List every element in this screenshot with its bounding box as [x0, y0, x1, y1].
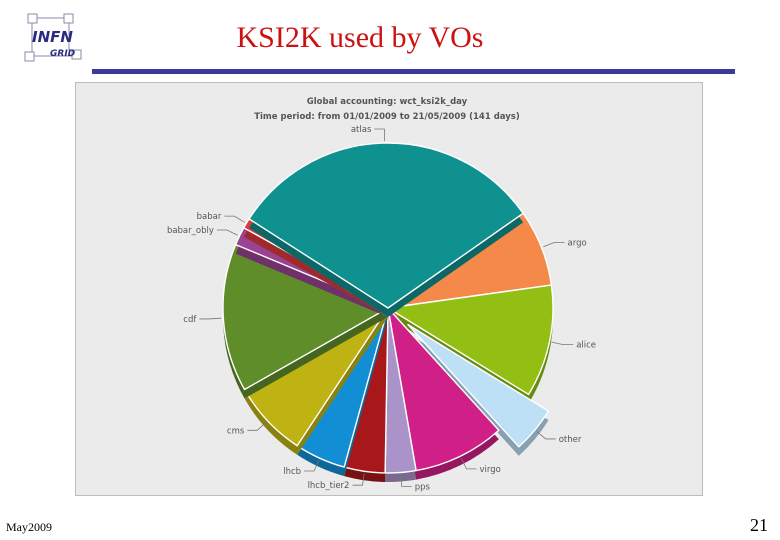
pie-slice-alice [387, 284, 554, 396]
footer-date: May2009 [6, 520, 52, 534]
label-cdf: cdf [183, 315, 197, 325]
label-babar-obly: babar_obly [167, 226, 214, 236]
label-cms: cms [227, 426, 245, 436]
leader-pps [400, 474, 412, 487]
pie-slice-virgo [387, 307, 500, 472]
label-lhcb-tier2: lhcb_tier2 [308, 481, 350, 491]
leader-alice [551, 341, 574, 346]
logo-text-main: INFN [32, 28, 73, 46]
leader-argo [543, 241, 565, 248]
label-babar: babar [197, 212, 222, 222]
slide-title: KSI2K used by VOs [236, 21, 484, 54]
label-pps: pps [415, 482, 431, 492]
chart-title: Global accounting: wct_ksi2k_day [307, 97, 468, 107]
leader-babar [224, 215, 245, 223]
pie-slice-rim-babar [243, 227, 388, 317]
leader-lhcb-tier2 [352, 473, 365, 486]
label-alice: alice [576, 341, 596, 351]
title-rule [92, 69, 735, 74]
infn-grid-logo: INFN GRID [22, 10, 86, 68]
leader-atlas [374, 128, 386, 142]
leader-other [536, 430, 556, 440]
pie-slice-other [407, 323, 550, 448]
leader-cms [247, 421, 267, 431]
leader-lhcb [304, 459, 320, 472]
logo-text-sub: GRID [50, 49, 76, 59]
page-number: 21 [750, 515, 768, 535]
chart-subtitle: Time period: from 01/01/2009 to 21/05/20… [254, 112, 520, 122]
pie-chart: Global accounting: wct_ksi2k_day Time pe… [167, 97, 596, 492]
label-lhcb: lhcb [283, 467, 301, 477]
leader-babar-obly [216, 229, 238, 236]
leader-virgo [460, 457, 477, 470]
label-other: other [559, 435, 582, 445]
label-virgo: virgo [479, 465, 500, 475]
pie-slice-atlas [248, 142, 524, 309]
label-atlas: atlas [351, 125, 372, 135]
pie-slice-cdf [222, 243, 389, 391]
chart-frame: Global accounting: wct_ksi2k_day Time pe… [75, 82, 703, 496]
label-argo: argo [568, 238, 587, 248]
leader-cdf [199, 317, 222, 320]
